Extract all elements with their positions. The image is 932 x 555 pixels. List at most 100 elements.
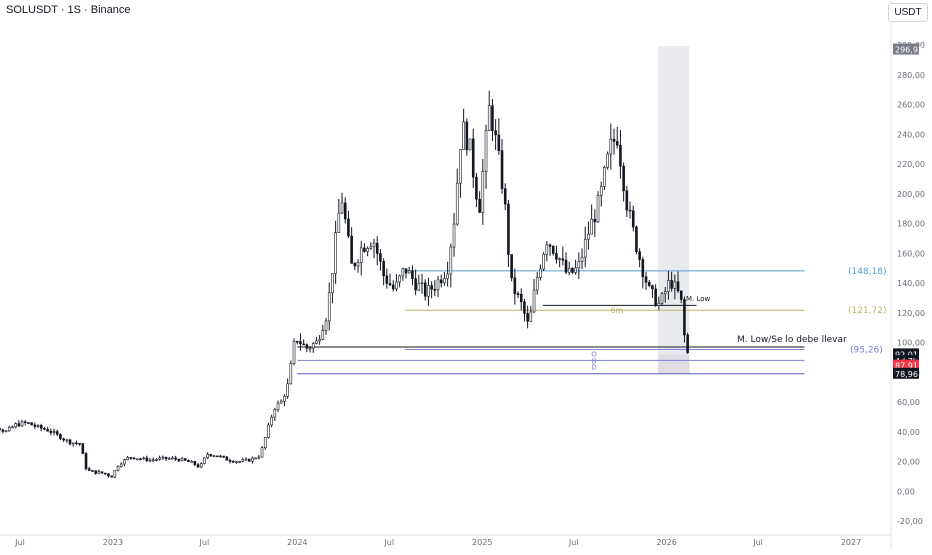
- candle-body: [164, 456, 168, 460]
- candle-body: [193, 461, 197, 465]
- level-label: B: [592, 357, 597, 365]
- candle-body: [478, 198, 481, 213]
- candle-body: [363, 247, 366, 252]
- candle-body: [177, 458, 181, 462]
- y-tick-label: 180,00: [897, 220, 925, 229]
- candle-body: [590, 218, 593, 235]
- candle-body: [382, 260, 385, 277]
- candle-body: [295, 340, 299, 343]
- candle-body: [187, 460, 190, 462]
- price-label-text: 87,91: [895, 362, 918, 371]
- price-label-box: [893, 359, 919, 371]
- candle-body: [487, 105, 491, 131]
- candle-body: [657, 302, 661, 306]
- candle-body: [494, 130, 497, 136]
- candle-body: [571, 267, 574, 273]
- candle-body: [0, 428, 1, 431]
- candle-body: [372, 242, 376, 248]
- candle-body: [215, 455, 219, 458]
- candle-body: [523, 301, 526, 314]
- candle-body: [244, 458, 248, 461]
- candle-body: [475, 176, 478, 200]
- candle-body: [103, 472, 107, 475]
- candle-body: [81, 443, 85, 454]
- candle-body: [391, 284, 395, 290]
- candle-body: [593, 218, 597, 223]
- candle-body: [468, 138, 472, 151]
- candle-body: [315, 340, 318, 344]
- candle-body: [36, 425, 40, 427]
- candle-body: [68, 439, 72, 445]
- currency-button[interactable]: USDT: [888, 3, 928, 22]
- candle-body: [535, 277, 539, 291]
- candle-body: [196, 464, 200, 468]
- candle-body: [654, 288, 657, 306]
- candle-body: [231, 461, 235, 463]
- candle-body: [609, 138, 613, 155]
- candle-body: [471, 138, 475, 178]
- candle-body: [334, 232, 337, 274]
- candle-body: [158, 457, 161, 460]
- candle-body: [446, 273, 449, 279]
- candle-body: [43, 428, 46, 430]
- level-label: M. Low: [686, 295, 711, 303]
- candle-body: [462, 121, 465, 150]
- candle-body: [683, 299, 686, 336]
- candle-body: [327, 292, 331, 322]
- candle-body: [628, 209, 632, 212]
- candle-body: [110, 475, 113, 478]
- x-tick-label: Jul: [568, 538, 579, 547]
- level-label: (95,26): [850, 346, 883, 356]
- candle-body: [23, 421, 27, 424]
- level-label: 6m: [611, 306, 624, 315]
- candle-body: [206, 454, 209, 459]
- candle-body: [7, 426, 11, 432]
- candle-body: [436, 279, 440, 290]
- candle-body: [33, 424, 37, 427]
- candle-body: [347, 218, 350, 237]
- candle-body: [465, 121, 469, 151]
- candle-body: [433, 288, 437, 291]
- candle-body: [574, 267, 577, 273]
- y-tick-label: 280,00: [897, 71, 925, 80]
- candle-body: [459, 149, 462, 184]
- candle-body: [603, 167, 606, 187]
- candle-body: [443, 278, 446, 284]
- candle-body: [551, 245, 555, 254]
- candle-body: [321, 330, 325, 340]
- candle-body: [507, 203, 510, 255]
- candle-body: [199, 463, 203, 468]
- y-tick-label: 100,00: [897, 339, 925, 348]
- candle-body: [139, 458, 142, 461]
- price-label-box: [893, 367, 919, 379]
- candle-body: [52, 431, 56, 433]
- candle-body: [20, 421, 24, 427]
- candle-body: [151, 459, 155, 462]
- candle-body: [564, 259, 568, 273]
- candle-body: [49, 430, 53, 433]
- candle-body: [567, 267, 571, 273]
- candle-body: [503, 188, 507, 205]
- level-label: D: [591, 363, 596, 371]
- candle-body: [644, 276, 648, 283]
- y-tick-label: 160,00: [897, 249, 925, 258]
- candle-body: [142, 457, 145, 460]
- candle-body: [257, 456, 261, 459]
- candle-body: [203, 457, 206, 464]
- candle-body: [263, 437, 267, 448]
- candle-body: [350, 235, 353, 264]
- candle-body: [647, 282, 651, 286]
- candle-body: [545, 244, 549, 255]
- candle-body: [404, 268, 408, 274]
- candle-body: [455, 182, 459, 225]
- x-tick-label: Jul: [383, 538, 394, 547]
- candle-body: [667, 280, 670, 292]
- candle-body: [4, 430, 8, 433]
- candle-body: [497, 134, 501, 151]
- candle-body: [209, 454, 213, 457]
- candle-body: [302, 343, 305, 346]
- candle-body: [87, 468, 91, 471]
- candle-body: [116, 466, 120, 471]
